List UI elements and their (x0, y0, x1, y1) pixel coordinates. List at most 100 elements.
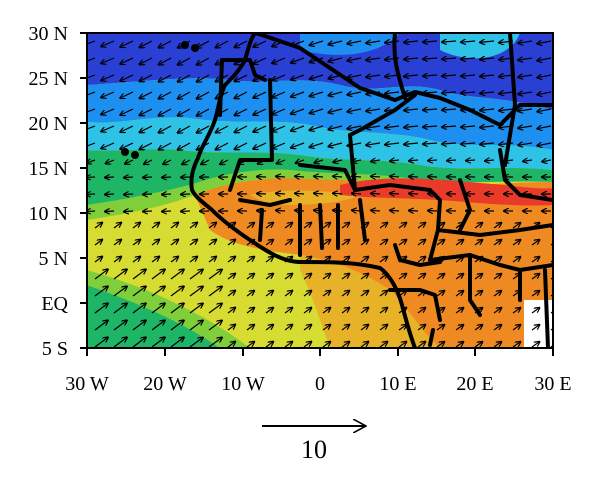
wind-vector (531, 308, 539, 314)
wind-vector (113, 286, 127, 297)
wind-vector (409, 160, 419, 161)
wind-vector (537, 143, 552, 146)
wind-vector (94, 269, 108, 280)
wind-vector (436, 291, 444, 297)
wind-vector (162, 211, 172, 212)
wind-vector (379, 308, 387, 314)
wind-vector (485, 160, 495, 161)
wind-vector (216, 40, 229, 48)
wind-vector (284, 223, 292, 229)
wind-vector (101, 40, 115, 47)
wind-vector (178, 74, 191, 82)
wind-vector (390, 160, 400, 161)
wind-vector (398, 325, 406, 331)
wind-vector (404, 109, 419, 110)
wind-vector (455, 223, 463, 229)
wind-vector (480, 58, 495, 59)
wind-vector (531, 240, 539, 246)
wind-vector (417, 291, 425, 297)
wind-vector (246, 223, 254, 229)
wind-vector (379, 325, 387, 331)
wind-vector (360, 274, 368, 280)
wind-vector (101, 125, 115, 132)
wind-vector (455, 325, 463, 331)
wind-vector (132, 269, 146, 280)
wind-vector (417, 223, 425, 229)
wind-vector (227, 342, 235, 348)
wind-vector (197, 108, 210, 116)
wind-vector (341, 257, 349, 263)
wind-vector (474, 325, 482, 331)
wind-vector (310, 74, 324, 79)
wind-vector (94, 223, 102, 229)
wind-vector (143, 177, 153, 178)
wind-vector (404, 126, 419, 127)
wind-vector (140, 74, 153, 81)
lon-label-30e: 30 E (534, 373, 571, 395)
lon-label-10e: 10 E (379, 373, 416, 395)
wind-vector (409, 194, 419, 195)
wind-vector (227, 291, 235, 297)
wind-vector (512, 240, 520, 246)
wind-vector (512, 223, 520, 229)
wind-vector (140, 91, 153, 98)
wind-vector (132, 223, 140, 229)
wind-vector (253, 91, 267, 98)
wind-vector (466, 160, 476, 161)
wind-vector (461, 143, 476, 144)
wind-vector (220, 160, 229, 164)
lat-label-eq: EQ (41, 293, 68, 315)
lat-label-5n: 5 N (39, 248, 68, 270)
wind-vector (341, 240, 349, 246)
wind-vector (253, 108, 267, 115)
lon-label-0: 0 (315, 373, 325, 395)
wind-vector (284, 342, 292, 348)
wind-vector (385, 41, 400, 43)
wind-vector (246, 308, 254, 314)
wind-vector (216, 57, 229, 65)
wind-vector (493, 240, 501, 246)
wind-vector (272, 142, 286, 148)
wind-vector (189, 240, 197, 246)
wind-vector (531, 291, 539, 297)
wind-vector (523, 160, 533, 161)
wind-vector (461, 109, 476, 110)
wind-vector (239, 160, 248, 164)
wind-vector (310, 57, 324, 62)
latitude-labels: 30 N 25 N 20 N 15 N 10 N 5 N EQ 5 S (29, 23, 69, 360)
wind-vector (291, 57, 305, 63)
wind-vector (291, 142, 305, 148)
wind-vector (480, 143, 495, 144)
wind-vector (461, 126, 476, 127)
wind-vector (379, 342, 387, 348)
wind-vector (531, 274, 539, 280)
wind-vector (178, 57, 191, 65)
wind-vector (113, 269, 127, 280)
wind-vector (253, 57, 267, 64)
wind-vector (265, 342, 273, 348)
wind-vector (398, 257, 406, 263)
wind-vector (178, 125, 191, 133)
wind-vector (499, 143, 514, 145)
wind-vector (272, 74, 286, 80)
lat-label-30n: 30 N (29, 23, 68, 45)
wind-vector (347, 41, 362, 44)
wind-vector (120, 91, 134, 98)
wind-vector (436, 342, 444, 348)
wind-vector (404, 41, 419, 42)
wind-vector (227, 257, 235, 263)
wind-vector (385, 75, 400, 77)
wind-vector (178, 91, 191, 99)
wind-vector (208, 223, 216, 229)
wind-vector (366, 143, 381, 145)
wind-vector (512, 257, 520, 263)
wind-vector (333, 210, 343, 211)
wind-vector (328, 92, 343, 96)
wind-vector (352, 176, 362, 177)
wind-vector (371, 210, 381, 211)
wind-vector (208, 257, 216, 263)
wind-vector (235, 40, 248, 47)
wind-vector (499, 92, 514, 94)
wind-vector (197, 91, 210, 99)
